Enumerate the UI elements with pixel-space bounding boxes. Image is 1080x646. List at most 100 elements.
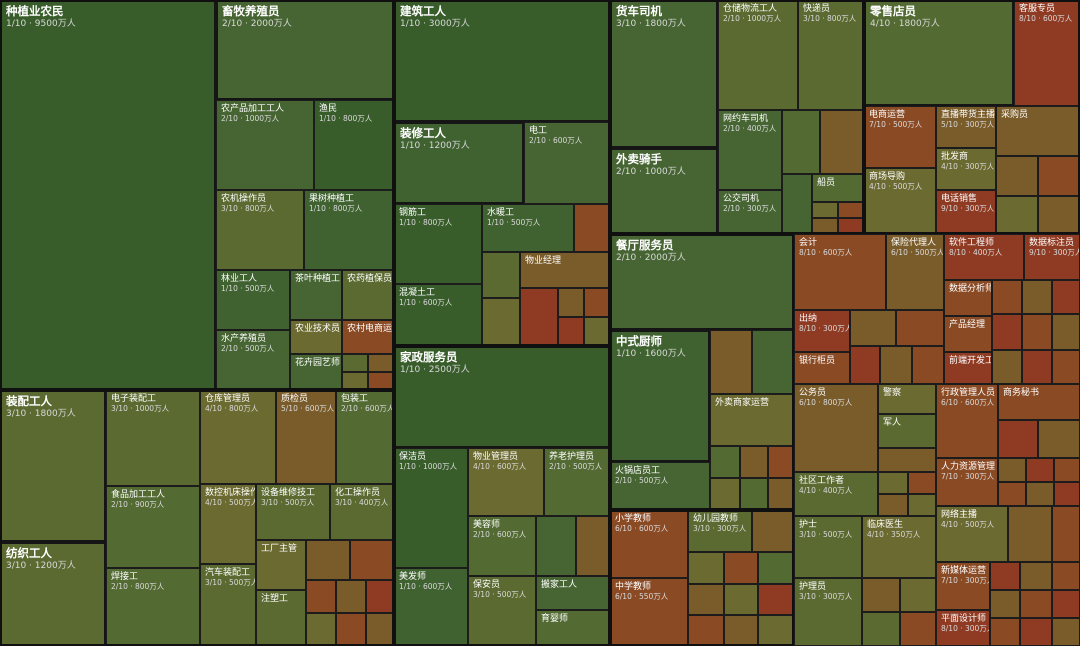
treemap-cell [1052, 314, 1080, 350]
treemap-cell: 电商运营 7/10 · 500万人 [864, 106, 936, 168]
cell-label: 产品经理 [949, 320, 986, 330]
treemap-cell [990, 590, 1020, 618]
treemap-cell: 军人 [878, 414, 936, 448]
cell-value: 3/10 · 300万人 [693, 524, 747, 533]
treemap-cell [482, 252, 520, 298]
treemap-cell [1052, 506, 1080, 562]
cell-value: 7/10 · 300万人 [941, 472, 995, 481]
treemap-cell: 火锅店员工 2/10 · 500万人 [610, 462, 710, 510]
cell-label: 装修工人 [400, 126, 446, 140]
treemap-cell [908, 494, 936, 516]
cell-label: 采购员 [1001, 110, 1029, 120]
cell-value: 2/10 · 300万人 [723, 204, 777, 213]
treemap-cell [1020, 618, 1052, 646]
cell-value: 4/10 · 800万人 [205, 404, 259, 413]
treemap-cell [306, 540, 350, 580]
cell-label: 人力资源管理 [941, 462, 996, 472]
cell-label: 社区工作者 [799, 476, 845, 486]
cell-value: 1/10 · 1200万人 [400, 141, 470, 151]
cell-value: 2/10 · 600万人 [529, 136, 583, 145]
cell-label: 幼儿园教师 [693, 514, 739, 524]
treemap-cell: 小学教师 6/10 · 600万人 [610, 510, 688, 578]
treemap-cell: 育婴师 [536, 610, 610, 646]
cell-label: 会计 [799, 238, 818, 248]
cell-label: 公务员 [799, 388, 827, 398]
cell-value: 1/10 · 800万人 [319, 114, 373, 123]
treemap-cell: 农村电商运营 [342, 320, 394, 354]
cell-value: 1/10 · 600万人 [399, 582, 453, 591]
cell-label: 电工 [529, 126, 548, 136]
cell-label: 火锅店员工 [615, 466, 661, 476]
treemap-cell [998, 420, 1038, 458]
treemap-cell: 社区工作者 4/10 · 400万人 [794, 472, 878, 516]
treemap-cell: 前端开发工程师 [944, 352, 992, 384]
treemap-cell [350, 540, 394, 580]
cell-label: 护理员 [799, 582, 827, 592]
treemap-cell: 美发师 1/10 · 600万人 [394, 568, 468, 646]
treemap-cell [1026, 458, 1054, 482]
treemap-cell [366, 613, 394, 646]
treemap-cell: 设备维修技工 3/10 · 500万人 [256, 484, 330, 540]
cell-value: 8/10 · 300万人 [799, 324, 850, 333]
treemap-cell [1022, 350, 1052, 384]
treemap-cell: 网约车司机 2/10 · 400万人 [718, 110, 782, 190]
treemap-cell [1022, 280, 1052, 314]
treemap-cell [1052, 618, 1080, 646]
treemap-cell [998, 482, 1026, 506]
cell-label: 农产品加工工人 [221, 104, 285, 114]
cell-label: 数据标注员 [1029, 238, 1075, 248]
cell-label: 出纳 [799, 314, 818, 324]
treemap-cell: 外卖骑手 2/10 · 1000万人 [610, 148, 718, 234]
treemap-cell [342, 372, 368, 390]
treemap-cell: 软件工程师 8/10 · 400万人 [944, 234, 1024, 280]
cell-value: 3/10 · 1800万人 [616, 19, 686, 29]
cell-label: 物业经理 [525, 256, 562, 266]
treemap-cell: 外卖商家运营 [710, 394, 794, 446]
cell-value: 7/10 · 500万人 [869, 120, 923, 129]
cell-value: 2/10 · 600万人 [341, 404, 394, 413]
treemap-cell: 装配工人 3/10 · 1800万人 [0, 390, 106, 542]
treemap-cell [996, 196, 1038, 234]
treemap-cell [1052, 280, 1080, 314]
treemap-cell [900, 612, 936, 646]
cell-value: 9/10 · 300万人 [941, 204, 995, 213]
treemap-cell: 出纳 8/10 · 300万人 [794, 310, 850, 352]
treemap-cell [1020, 562, 1052, 590]
treemap-cell [850, 310, 896, 346]
cell-value: 1/10 · 500万人 [221, 284, 275, 293]
treemap-cell [558, 288, 584, 317]
cell-label: 林业工人 [221, 274, 258, 284]
cell-label: 钢筋工 [399, 208, 427, 218]
treemap-cell [368, 354, 394, 372]
cell-value: 3/10 · 400万人 [335, 498, 389, 507]
cell-value: 3/10 · 500万人 [261, 498, 315, 507]
cell-label: 茶叶种植工 [295, 274, 341, 284]
treemap-cell [1052, 590, 1080, 618]
treemap-cell [782, 110, 820, 174]
cell-label: 搬家工人 [541, 580, 578, 590]
treemap-cell [710, 446, 740, 478]
treemap-cell [758, 615, 794, 646]
treemap-cell [1020, 590, 1052, 618]
treemap-cell [688, 615, 724, 646]
treemap-cell: 保安员 3/10 · 500万人 [468, 576, 536, 646]
cell-label: 货车司机 [616, 4, 662, 18]
treemap-cell: 美容师 2/10 · 600万人 [468, 516, 536, 576]
cell-value: 1/10 · 9500万人 [6, 19, 76, 29]
cell-label: 中学教师 [615, 582, 652, 592]
treemap-cell: 物业经理 [520, 252, 610, 288]
treemap-cell: 幼儿园教师 3/10 · 300万人 [688, 510, 752, 552]
treemap-cell [724, 552, 758, 584]
treemap-cell [576, 516, 610, 576]
cell-value: 8/10 · 600万人 [1019, 14, 1073, 23]
treemap-cell [520, 288, 558, 346]
treemap-cell: 数控机床操作 4/10 · 500万人 [200, 484, 256, 564]
cell-label: 果树种植工 [309, 194, 355, 204]
treemap-cell [1022, 314, 1052, 350]
treemap-cell [912, 346, 944, 384]
cell-label: 数控机床操作 [205, 488, 256, 498]
treemap-cell [862, 578, 900, 612]
treemap-cell: 包装工 2/10 · 600万人 [336, 390, 394, 484]
cell-label: 数据分析师 [949, 284, 992, 294]
treemap-cell: 船员 [812, 174, 864, 202]
